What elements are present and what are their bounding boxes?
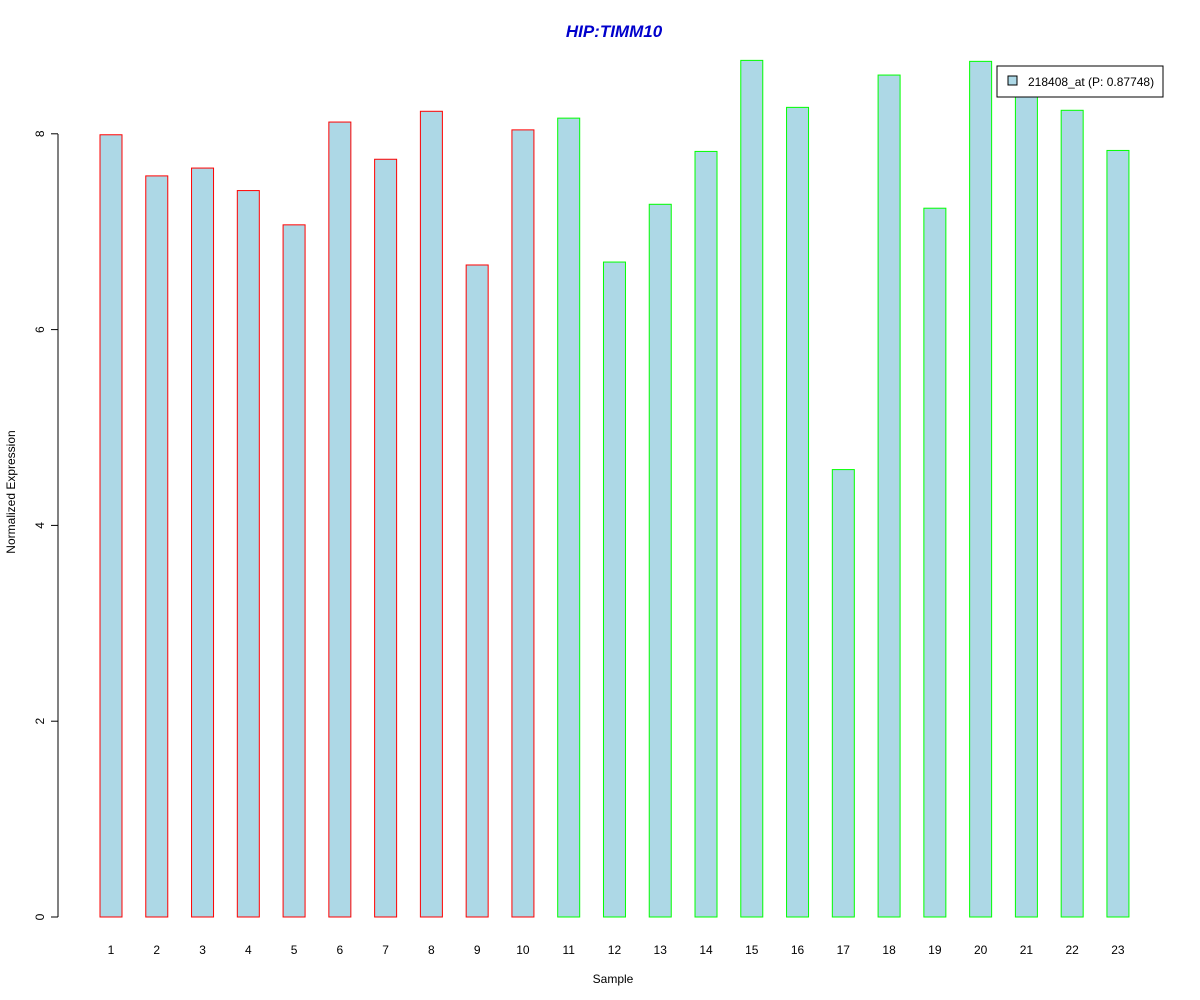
bar-sample-23 <box>1106 149 1130 918</box>
bars-group <box>99 59 1130 918</box>
x-tick-label: 2 <box>153 943 160 957</box>
x-tick-labels: 1 2 3 4 5 6 7 8 9 10 11 12 13 14 15 16 17 18 19 20 21 22 23 <box>108 943 1125 957</box>
bar-sample-16 <box>786 106 810 918</box>
x-tick-label: 19 <box>928 943 942 957</box>
bar-sample-17 <box>831 469 855 918</box>
bar-sample-10 <box>511 129 535 918</box>
bar-sample-20 <box>969 60 993 918</box>
x-tick-label: 11 <box>562 943 575 957</box>
x-tick-label: 15 <box>745 943 759 957</box>
bar-sample-5 <box>282 224 306 918</box>
x-tick-label: 5 <box>291 943 298 957</box>
bar-sample-1 <box>99 134 123 918</box>
bar-sample-15 <box>740 59 764 918</box>
y-tick-label: 8 <box>33 130 47 137</box>
bar-sample-6 <box>328 121 352 918</box>
legend: 218408_at (P: 0.87748) <box>996 65 1164 98</box>
legend-box <box>996 65 1164 98</box>
bar-sample-12 <box>602 261 626 918</box>
x-tick-label: 1 <box>108 943 115 957</box>
x-tick-label: 4 <box>245 943 252 957</box>
x-tick-label: 10 <box>516 943 530 957</box>
bar-sample-8 <box>419 110 443 918</box>
bar-sample-22 <box>1060 109 1084 918</box>
bar-sample-2 <box>145 175 169 918</box>
y-tick-label: 0 <box>33 913 47 920</box>
x-tick-label: 21 <box>1020 943 1034 957</box>
bar-sample-21 <box>1014 94 1038 918</box>
y-axis: 0 2 4 6 8 <box>33 130 59 920</box>
x-tick-label: 14 <box>699 943 713 957</box>
y-tick-label: 4 <box>33 522 47 529</box>
x-tick-label: 3 <box>199 943 206 957</box>
x-tick-label: 12 <box>608 943 622 957</box>
x-tick-label: 20 <box>974 943 988 957</box>
x-tick-label: 17 <box>837 943 851 957</box>
x-tick-label: 9 <box>474 943 481 957</box>
x-tick-label: 7 <box>382 943 389 957</box>
bar-sample-7 <box>374 158 398 918</box>
y-tick-label: 6 <box>33 326 47 333</box>
x-tick-label: 6 <box>337 943 344 957</box>
bar-sample-3 <box>191 167 215 918</box>
bar-sample-4 <box>236 190 260 918</box>
y-axis-label: Normalized Expression <box>4 430 18 553</box>
y-tick-label: 2 <box>33 718 47 725</box>
bar-sample-14 <box>694 150 718 918</box>
x-tick-label: 18 <box>882 943 896 957</box>
legend-label: 218408_at (P: 0.87748) <box>1028 75 1154 89</box>
legend-swatch <box>1007 75 1018 86</box>
bar-sample-18 <box>877 74 901 918</box>
x-tick-label: 13 <box>654 943 668 957</box>
x-tick-label: 22 <box>1065 943 1079 957</box>
x-axis-label: Sample <box>593 972 634 986</box>
x-tick-label: 8 <box>428 943 435 957</box>
bar-sample-9 <box>465 264 489 918</box>
bar-sample-19 <box>923 207 947 918</box>
bar-sample-13 <box>648 203 672 918</box>
x-tick-label: 16 <box>791 943 805 957</box>
x-tick-label: 23 <box>1111 943 1125 957</box>
chart-title: HIP:TIMM10 <box>566 22 663 41</box>
bar-sample-11 <box>557 117 581 918</box>
